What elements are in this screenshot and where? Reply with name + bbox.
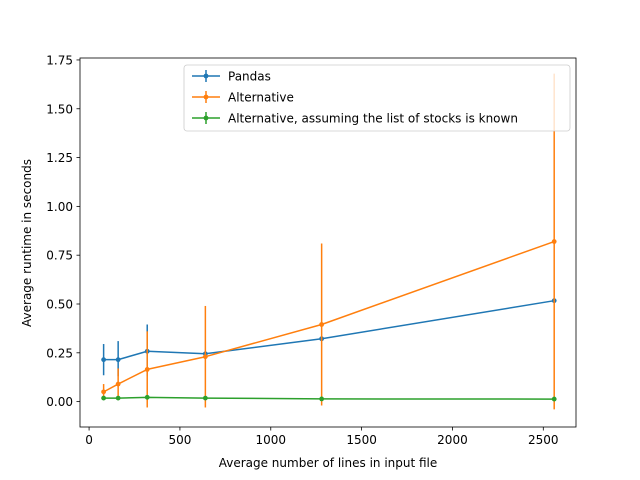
legend-entry-3: Alternative, assuming the list of stocks… — [192, 112, 518, 126]
data-point — [202, 354, 208, 360]
data-point — [101, 395, 107, 401]
axes-layer: 0 500 1000 1500 2000 2500 0.00 0.25 0.50 0.75 1.00… — [46, 53, 577, 447]
series-line — [103, 396, 555, 400]
y-tick-label: 0.75 — [46, 249, 73, 263]
x-tick-label: 1500 — [346, 433, 377, 447]
y-tick-label: 1.50 — [46, 102, 73, 116]
data-point — [115, 395, 121, 401]
y-axis-label: Average runtime in seconds — [20, 159, 34, 327]
series-line — [103, 240, 555, 393]
data-point — [115, 381, 121, 387]
x-tick-label: 1000 — [255, 433, 286, 447]
y-tick-label: 0.00 — [46, 395, 73, 409]
x-tick-label: 0 — [85, 433, 93, 447]
series-line — [103, 299, 555, 361]
legend-entry-2: Alternative — [192, 91, 294, 105]
x-axis-label: Average number of lines in input file — [219, 456, 438, 470]
legend-label: Alternative — [228, 91, 294, 105]
legend-entry-1: Pandas — [192, 70, 271, 84]
data-point — [144, 394, 150, 400]
x-tick-label: 2000 — [437, 433, 468, 447]
data-point — [551, 239, 557, 244]
data-point — [551, 396, 557, 402]
y-tick-label: 1.75 — [46, 53, 73, 67]
legend-label: Pandas — [228, 70, 271, 84]
plot-layer — [101, 73, 557, 410]
data-point — [319, 396, 325, 402]
legend-label: Alternative, assuming the list of stocks… — [228, 112, 518, 126]
data-point — [144, 367, 150, 372]
y-tick-label: 1.00 — [46, 200, 73, 214]
x-tick-label: 2500 — [528, 433, 559, 447]
y-tick-label: 0.50 — [46, 298, 73, 312]
legend-marker — [203, 94, 209, 100]
axes-frame — [79, 57, 577, 428]
legend-marker — [203, 73, 209, 79]
legend-box — [183, 64, 571, 132]
series-2 — [101, 73, 557, 410]
y-tick-label: 0.25 — [46, 346, 73, 360]
data-point — [319, 322, 325, 327]
x-tick-label: 500 — [168, 433, 191, 447]
data-point — [202, 395, 208, 401]
y-tick-label: 1.25 — [46, 151, 73, 165]
data-point — [101, 357, 107, 363]
data-point — [115, 357, 121, 363]
series-3 — [101, 394, 557, 402]
legend-marker — [203, 115, 209, 121]
legend: Pandas Alternative Alternative, assuming t… — [183, 64, 571, 132]
data-point — [101, 389, 107, 395]
